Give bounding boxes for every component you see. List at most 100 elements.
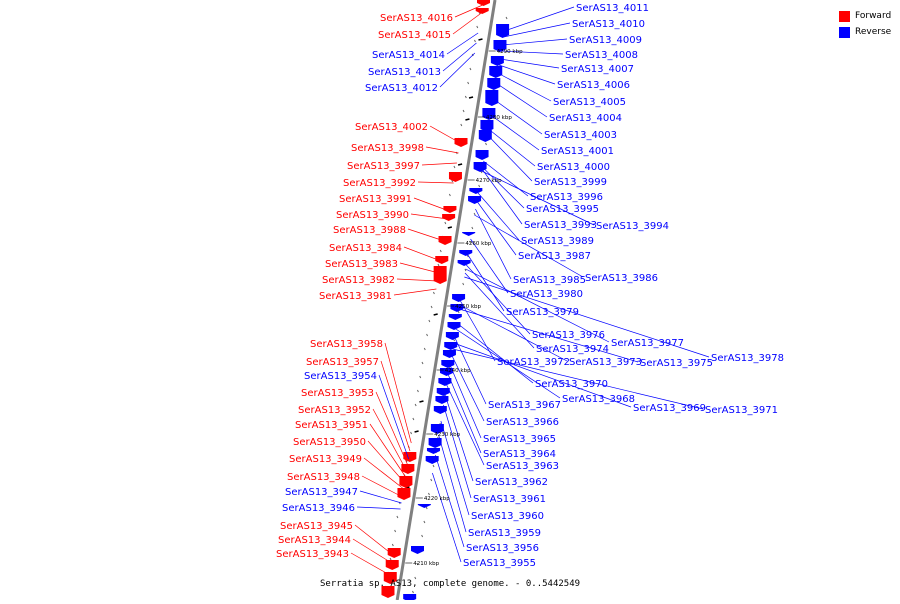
forward-gene	[403, 452, 417, 462]
forward-gene	[438, 236, 452, 245]
reverse-gene	[473, 162, 487, 172]
label-connector	[417, 181, 454, 184]
label-connector	[403, 246, 442, 262]
forward-gene	[399, 476, 413, 488]
tick-mark	[423, 347, 426, 351]
reverse-gene	[493, 40, 507, 52]
gene-label-forward: SerAS13_4016	[380, 13, 453, 24]
label-connector	[502, 38, 568, 46]
axis-tick-label: 4220 kbp	[424, 496, 450, 502]
reverse-gene	[425, 456, 439, 464]
reverse-gene	[444, 342, 458, 350]
label-connector	[459, 308, 639, 363]
tick-mark	[447, 226, 453, 229]
forward-gene	[443, 206, 457, 213]
gene-label-reverse: SerAS13_4009	[569, 35, 642, 46]
label-connector	[439, 52, 476, 88]
label-connector	[466, 264, 531, 335]
tick-mark	[466, 254, 469, 258]
axis-tick-label: 4250 kbp	[455, 304, 481, 310]
reverse-gene	[411, 546, 425, 554]
gene-label-forward: SerAS13_3954	[304, 371, 377, 382]
reverse-gene	[430, 424, 444, 434]
reverse-gene	[487, 78, 501, 90]
forward-gene	[433, 266, 447, 284]
gene-label-forward: SerAS13_3984	[329, 243, 402, 254]
label-connector	[499, 58, 560, 69]
gene-label-forward: SerAS13_4012	[365, 83, 438, 94]
label-connector	[454, 336, 487, 405]
label-connector	[446, 384, 485, 466]
label-connector	[367, 440, 406, 484]
tick-mark	[469, 67, 472, 71]
reverse-gene	[445, 332, 459, 340]
label-connector	[474, 214, 584, 278]
gene-label-forward: SerAS13_3952	[298, 405, 371, 416]
label-connector	[434, 454, 465, 548]
label-connector	[451, 354, 485, 422]
axis-tick-label: 4210 kbp	[413, 561, 439, 567]
label-connector	[361, 475, 403, 498]
tick-mark	[432, 291, 435, 295]
reverse-gene	[441, 360, 455, 368]
forward-gene	[477, 0, 490, 6]
gene-label-reverse: SerAS13_3995	[526, 204, 599, 215]
gene-label-forward: SerAS13_3997	[347, 161, 420, 172]
label-connector	[456, 322, 534, 384]
tick-mark	[421, 534, 424, 538]
forward-gene	[385, 560, 399, 570]
tick-mark	[432, 464, 435, 468]
gene-label-forward: SerAS13_4014	[372, 50, 445, 61]
tick-mark	[410, 431, 413, 435]
gene-label-forward: SerAS13_3947	[285, 487, 358, 498]
gene-label-forward: SerAS13_3998	[351, 143, 424, 154]
forward-gene	[475, 8, 489, 14]
reverse-swatch	[839, 26, 850, 38]
tick-mark	[437, 263, 440, 267]
label-connector	[413, 197, 450, 212]
axis-tick-label: 4260 kbp	[465, 241, 491, 247]
label-connector	[356, 506, 401, 510]
tick-mark	[412, 590, 414, 594]
label-connector	[487, 134, 533, 182]
label-connector	[455, 328, 561, 399]
reverse-gene	[417, 504, 431, 508]
gene-label-reverse: SerAS13_4004	[549, 113, 622, 124]
reverse-gene	[403, 594, 417, 602]
label-connector	[465, 268, 610, 343]
tick-mark	[428, 319, 431, 323]
gene-label-reverse: SerAS13_4001	[541, 146, 614, 157]
label-connector	[482, 166, 525, 209]
label-connector	[493, 98, 543, 135]
genome-backbone	[395, 0, 497, 601]
gene-label-forward: SerAS13_3946	[282, 503, 355, 514]
label-connector	[421, 162, 457, 166]
gene-label-reverse: SerAS13_3975	[640, 358, 713, 369]
label-connector	[372, 408, 408, 472]
forward-gene	[435, 256, 449, 264]
gene-label-forward: SerAS13_3950	[293, 437, 366, 448]
label-connector	[410, 213, 448, 220]
reverse-gene	[468, 196, 482, 204]
gene-label-forward: SerAS13_3943	[276, 549, 349, 560]
label-connector	[354, 524, 394, 556]
axis-labels: 4290 kbp 4280 kbp 4270 kbp 4260 kbp 4250 kbp…	[405, 49, 523, 567]
reverse-gene	[436, 388, 450, 396]
legend-label: Reverse	[855, 27, 892, 37]
gene-label-forward: SerAS13_3982	[322, 275, 395, 286]
tick-mark	[391, 543, 394, 547]
label-connector	[483, 160, 529, 197]
tick-mark	[457, 163, 463, 166]
gene-label-reverse: SerAS13_3989	[521, 236, 594, 247]
gene-label-reverse: SerAS13_3955	[463, 558, 536, 569]
label-connectors	[350, 4, 710, 576]
label-connector	[449, 364, 482, 439]
tick-mark	[412, 417, 415, 421]
tick-mark	[396, 515, 399, 519]
reverse-gene	[428, 438, 442, 448]
forward-gene	[401, 464, 415, 474]
tick-mark	[464, 95, 467, 99]
label-connector	[467, 254, 505, 312]
